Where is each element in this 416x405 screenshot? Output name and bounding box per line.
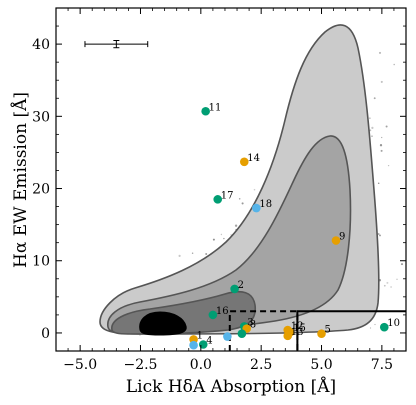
background-dot bbox=[379, 144, 383, 147]
data-point-label: 10 bbox=[387, 318, 400, 329]
x-tick-label: 0.0 bbox=[190, 357, 212, 373]
data-point-label: 16 bbox=[216, 306, 229, 317]
data-point bbox=[331, 236, 341, 245]
background-dot bbox=[386, 281, 389, 284]
data-point-label: 5 bbox=[325, 325, 331, 336]
data-point bbox=[237, 329, 247, 338]
data-point bbox=[230, 284, 239, 294]
data-point-label: 17 bbox=[221, 190, 234, 201]
background-dot bbox=[379, 234, 381, 237]
background-dot bbox=[241, 202, 244, 205]
background-dot bbox=[396, 278, 398, 280]
background-dot bbox=[385, 125, 388, 128]
data-point-label: 12 bbox=[291, 321, 304, 332]
y-tick-label: 10 bbox=[32, 254, 50, 270]
data-point-label: 14 bbox=[247, 153, 260, 164]
x-axis: −5.0 −2.5 0.0 2.5 5.0 7.5 bbox=[55, 8, 407, 373]
data-point bbox=[208, 310, 218, 320]
x-axis-label: Lick HδA Absorption [Å] bbox=[126, 376, 336, 397]
data-point-label: 15 bbox=[293, 323, 306, 334]
data-point bbox=[252, 203, 261, 213]
data-point bbox=[213, 195, 223, 204]
background-dot bbox=[205, 253, 208, 255]
background-dot bbox=[371, 135, 373, 137]
x-tick-label: −2.5 bbox=[123, 357, 157, 373]
background-dot bbox=[378, 51, 382, 54]
plot-frame bbox=[55, 7, 407, 352]
y-tick-label: 0 bbox=[41, 326, 50, 342]
background-dot bbox=[220, 233, 223, 236]
data-point-label: 3 bbox=[247, 317, 253, 328]
data-point-label: 9 bbox=[339, 232, 345, 243]
data-point bbox=[223, 332, 232, 341]
data-point bbox=[201, 106, 210, 116]
x-tick-label: 7.5 bbox=[371, 357, 393, 373]
background-dot bbox=[253, 188, 256, 191]
data-point-label: 4 bbox=[206, 336, 212, 347]
background-dot bbox=[383, 284, 386, 287]
background-dot bbox=[380, 149, 383, 152]
background-dot bbox=[390, 286, 392, 288]
y-axis: 0 10 20 30 40 bbox=[32, 7, 406, 342]
background-dot bbox=[380, 80, 383, 83]
background-dot bbox=[373, 97, 376, 100]
background-dot bbox=[369, 117, 371, 119]
data-point-label: 18 bbox=[259, 199, 272, 210]
y-tick-label: 20 bbox=[32, 182, 50, 198]
data-point-label: 2 bbox=[238, 280, 244, 291]
error-bar bbox=[84, 39, 149, 49]
background-dot bbox=[393, 63, 395, 66]
background-dot bbox=[191, 252, 194, 254]
background-dot bbox=[371, 126, 374, 130]
data-point-label: 13 bbox=[291, 327, 304, 338]
data-point bbox=[239, 157, 249, 167]
background-dot bbox=[377, 233, 380, 235]
data-point bbox=[189, 340, 198, 350]
y-axis-label: Hα EW Emission [Å] bbox=[10, 92, 31, 268]
background-dot bbox=[400, 263, 404, 266]
background-dot bbox=[212, 238, 215, 241]
background-dot bbox=[374, 323, 376, 326]
x-tick-label: −5.0 bbox=[63, 357, 97, 373]
x-tick-label: 2.5 bbox=[250, 357, 272, 373]
background-dot bbox=[234, 224, 238, 227]
selection-box-solid bbox=[296, 310, 406, 351]
background-dot bbox=[377, 182, 380, 184]
data-point bbox=[283, 331, 293, 341]
data-point-label: 11 bbox=[209, 102, 222, 113]
background-dot bbox=[381, 136, 383, 139]
background-dot bbox=[369, 327, 372, 329]
y-tick-label: 40 bbox=[32, 37, 50, 53]
background-dot bbox=[178, 254, 181, 257]
x-tick-label: 5.0 bbox=[310, 357, 332, 373]
data-point bbox=[379, 322, 389, 332]
data-point-label: 8 bbox=[250, 320, 256, 331]
background-dot bbox=[238, 198, 241, 200]
background-dot bbox=[223, 237, 225, 240]
y-tick-label: 30 bbox=[32, 109, 50, 125]
data-point bbox=[317, 329, 326, 338]
data-point-label: 1 bbox=[197, 330, 203, 341]
background-dot bbox=[387, 164, 390, 167]
contour-core bbox=[139, 311, 187, 336]
